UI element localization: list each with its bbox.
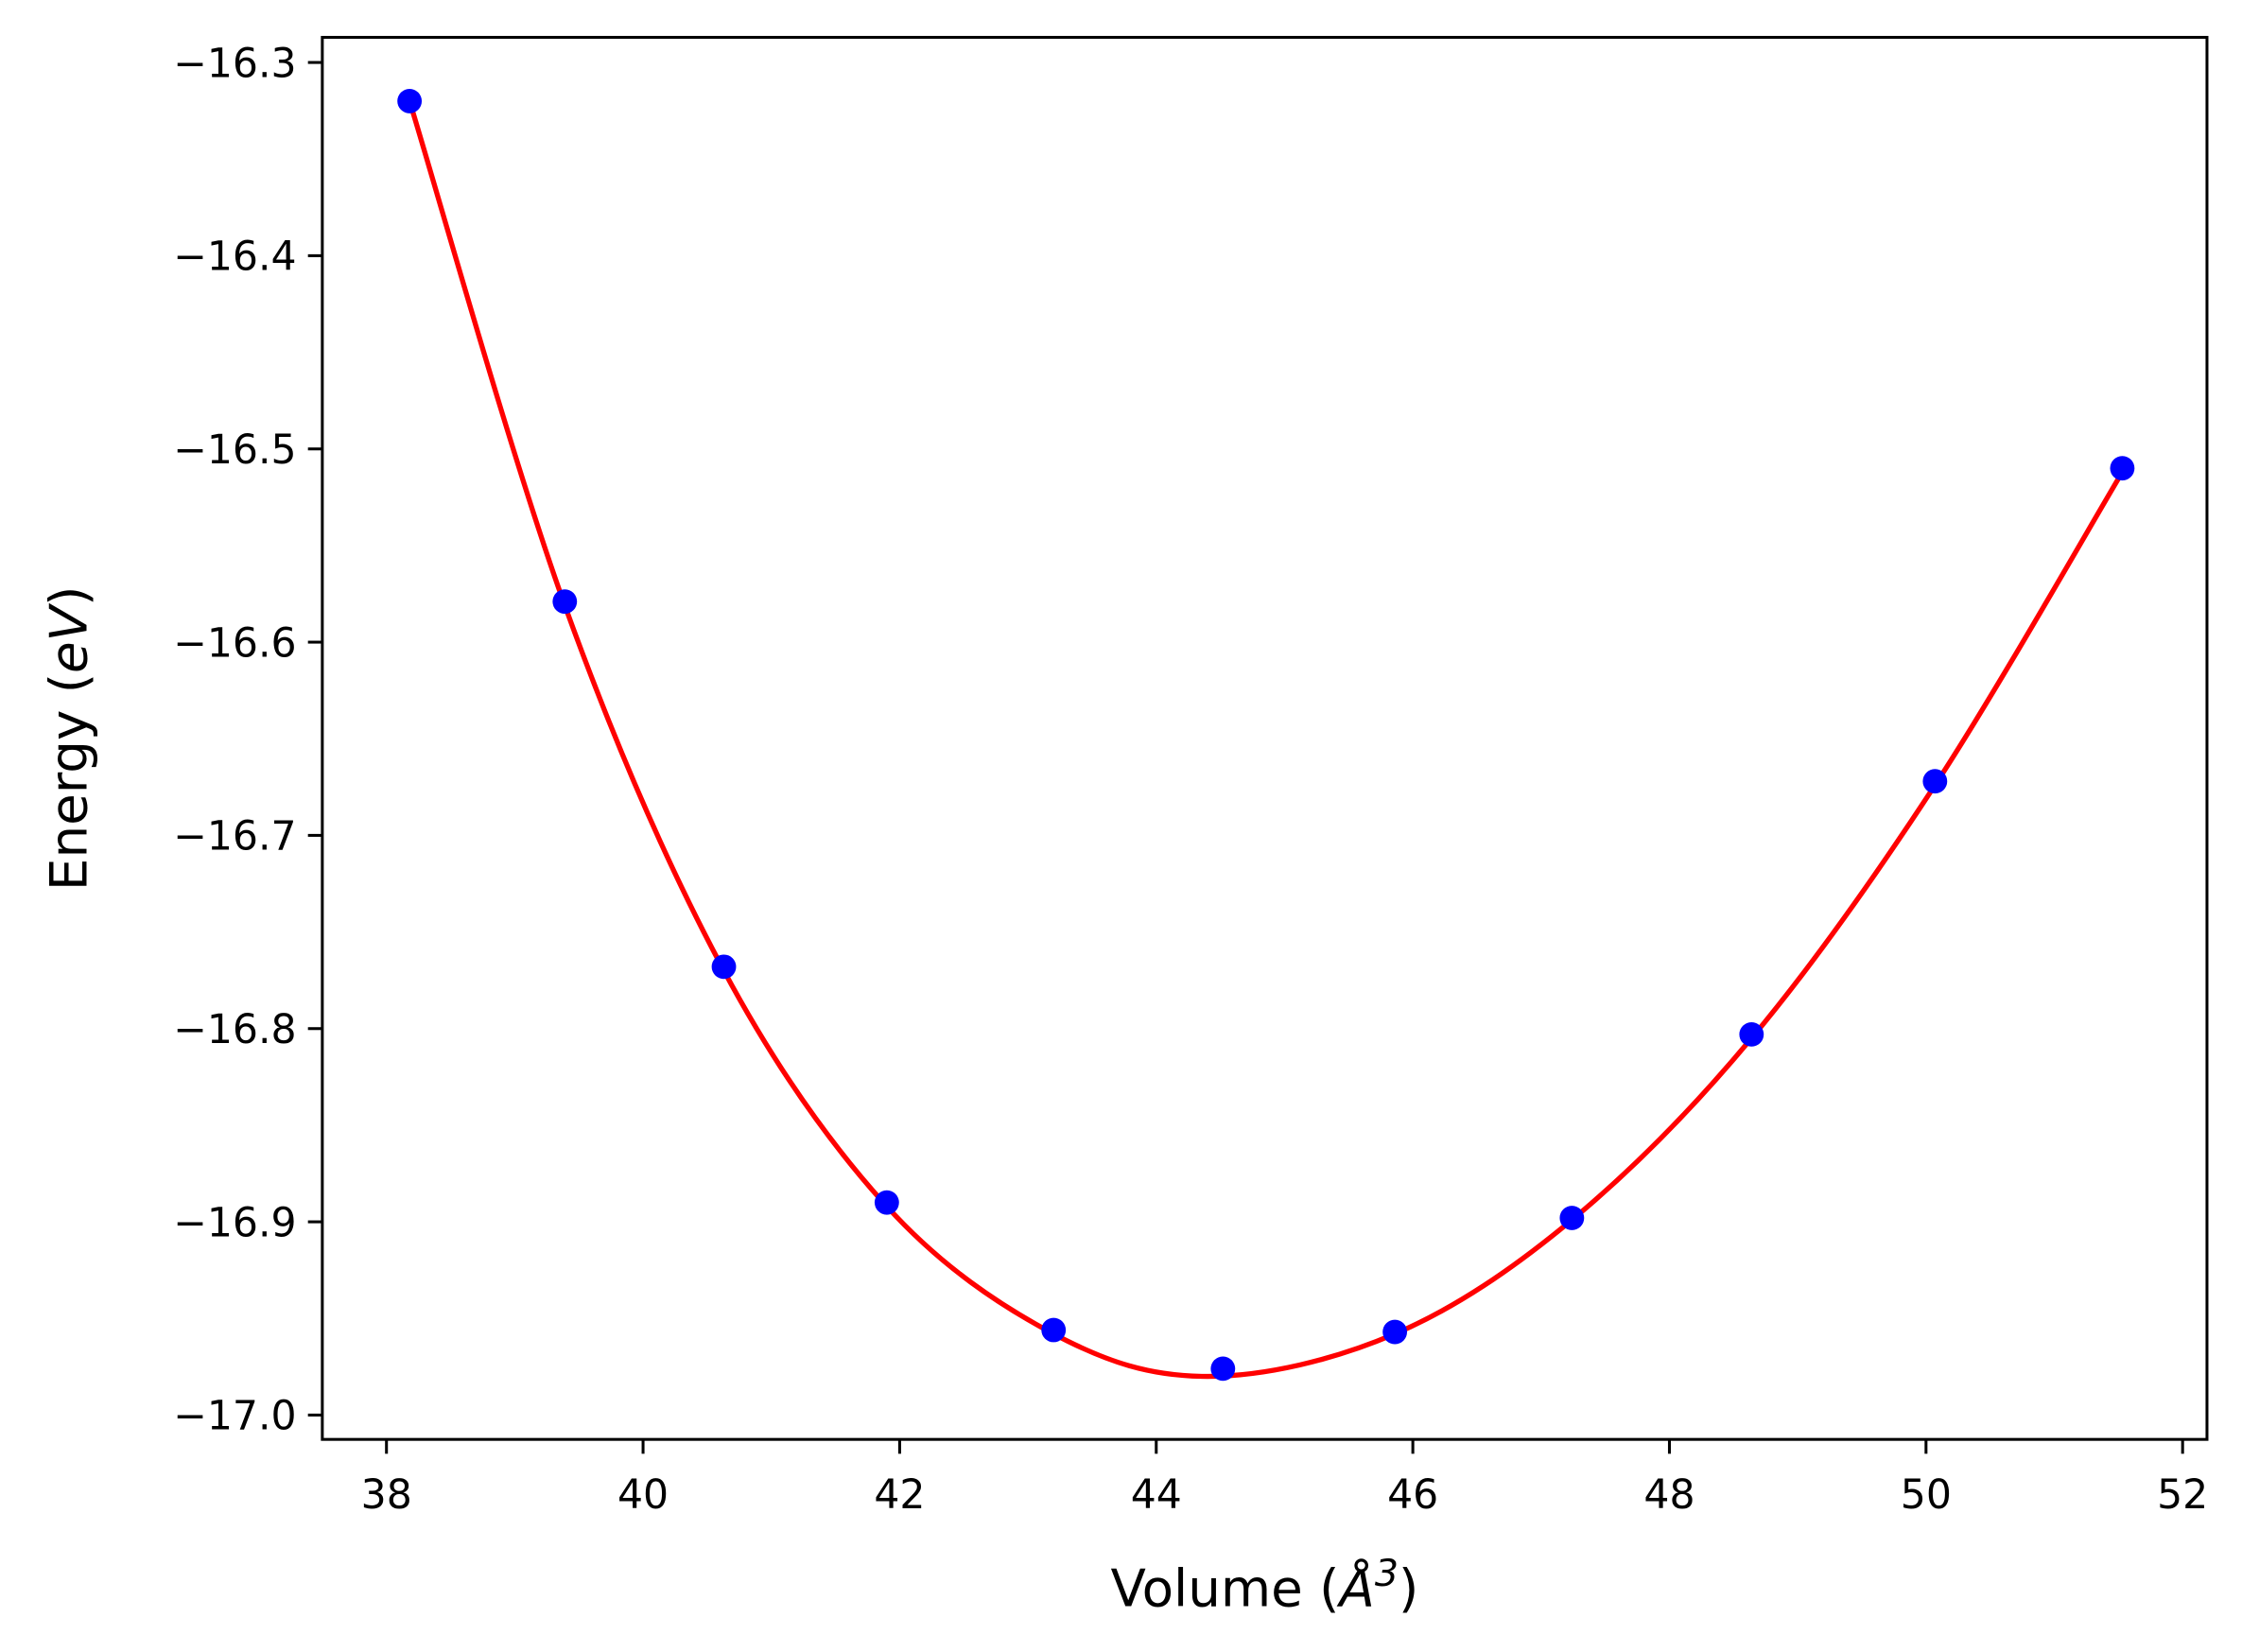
x-tick-label: 50	[1901, 1472, 1952, 1519]
x-axis-label-exp: 3	[1375, 1552, 1399, 1595]
y-axis-label-close: )	[39, 586, 99, 606]
x-tick-label: 44	[1131, 1472, 1182, 1519]
x-tick-label: 52	[2157, 1472, 2208, 1519]
x-tick-label: 38	[361, 1472, 412, 1519]
y-tick-label: −16.3	[173, 41, 296, 87]
data-point	[2110, 456, 2135, 481]
axes-frame	[321, 35, 2209, 1441]
data-point	[1210, 1356, 1236, 1382]
x-axis-label-unit: Å	[1336, 1556, 1374, 1618]
fit-curve	[407, 100, 2125, 1380]
x-axis-label-main: Volume (	[1110, 1557, 1339, 1618]
y-axis-label-unit: eV	[39, 602, 99, 673]
y-tick-label: −16.8	[173, 1007, 296, 1053]
x-tick-label: 46	[1387, 1472, 1438, 1519]
y-axis-label-main: Energy (	[39, 673, 99, 891]
data-point	[1739, 1021, 1764, 1047]
x-axis-label: Volume (Å3)	[1110, 1552, 1418, 1618]
data-point	[397, 89, 423, 113]
data-point	[552, 589, 578, 615]
x-tick-label: 40	[617, 1472, 669, 1519]
y-tick-label: −16.7	[173, 814, 296, 861]
data-point	[1041, 1317, 1067, 1343]
data-point	[1922, 769, 1948, 794]
y-tick-label: −16.9	[173, 1200, 296, 1246]
x-tick-label: 42	[874, 1472, 925, 1519]
data-point	[1559, 1206, 1585, 1230]
data-point	[874, 1190, 899, 1215]
x-axis-label-close: )	[1399, 1557, 1418, 1618]
y-tick-label: −16.5	[173, 427, 296, 474]
y-tick-label: −17.0	[173, 1394, 296, 1440]
y-axis-label: Energy (eV)	[39, 586, 99, 892]
y-tick-label: −16.4	[173, 235, 296, 281]
y-tick-label: −16.6	[173, 620, 296, 667]
data-point	[711, 954, 737, 980]
x-tick-label: 48	[1643, 1472, 1695, 1519]
data-point	[1382, 1319, 1408, 1345]
